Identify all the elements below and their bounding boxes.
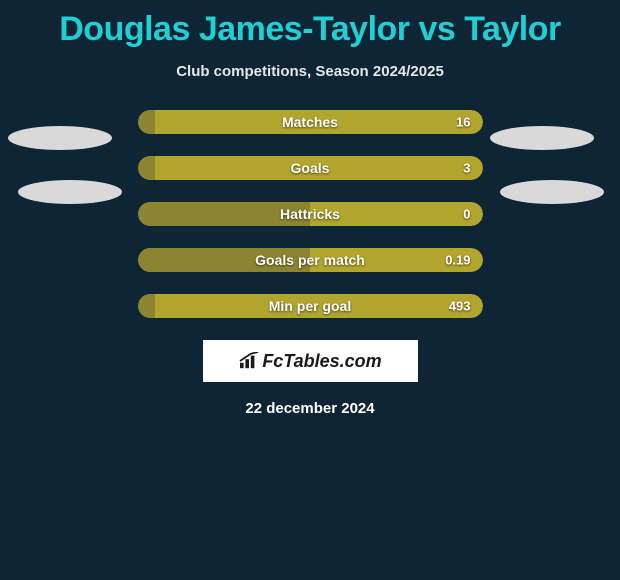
subtitle: Club competitions, Season 2024/2025 xyxy=(0,63,620,80)
brand-box[interactable]: FcTables.com xyxy=(203,340,418,382)
stat-value-right: 0.19 xyxy=(445,253,470,268)
chart-icon xyxy=(238,352,260,370)
stats-container: Matches 16 Goals 3 Hattricks 0 Goals per match… xyxy=(138,110,483,318)
stat-row: Goals 3 xyxy=(138,156,483,180)
stat-row: Min per goal 493 xyxy=(138,294,483,318)
stat-value-right: 493 xyxy=(449,299,471,314)
stat-label: Matches xyxy=(282,114,338,130)
stat-row: Goals per match 0.19 xyxy=(138,248,483,272)
stat-value-right: 16 xyxy=(456,115,470,130)
date-label: 22 december 2024 xyxy=(0,400,620,417)
stat-bar-fill-left xyxy=(138,294,155,318)
stat-row: Matches 16 xyxy=(138,110,483,134)
avatar-placeholder-left-2 xyxy=(18,180,122,204)
stat-label: Min per goal xyxy=(269,298,351,314)
page-title: Douglas James-Taylor vs Taylor xyxy=(0,0,620,49)
avatar-placeholder-right-1 xyxy=(490,126,594,150)
stat-label: Hattricks xyxy=(280,206,340,222)
stat-row: Hattricks 0 xyxy=(138,202,483,226)
avatar-placeholder-left-1 xyxy=(8,126,112,150)
avatar-placeholder-right-2 xyxy=(500,180,604,204)
stat-bar-fill-left xyxy=(138,156,155,180)
stat-label: Goals xyxy=(291,160,330,176)
stat-value-right: 0 xyxy=(463,207,470,222)
brand-label: FcTables.com xyxy=(262,351,381,372)
stat-value-right: 3 xyxy=(463,161,470,176)
stat-bar-fill-left xyxy=(138,110,155,134)
stat-label: Goals per match xyxy=(255,252,365,268)
